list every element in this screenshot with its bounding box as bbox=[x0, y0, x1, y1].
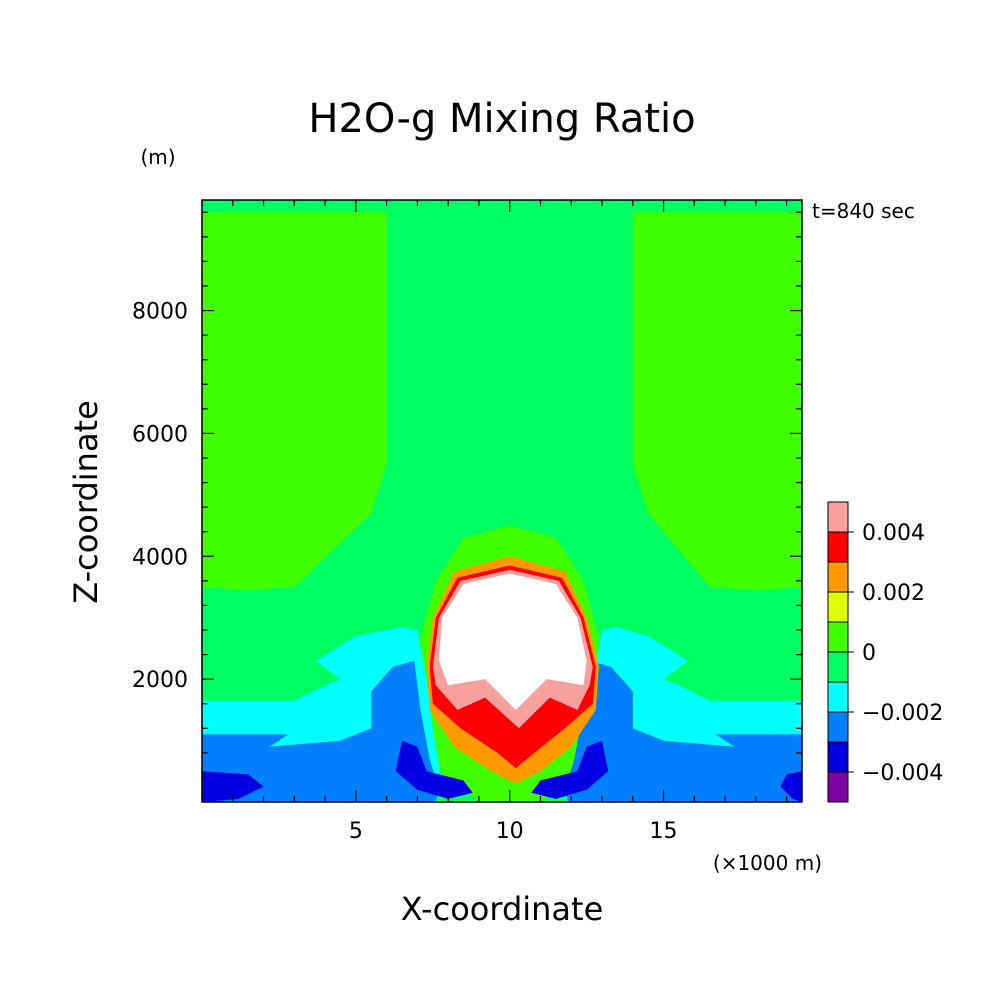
contour-region-plume-core-white bbox=[442, 575, 584, 698]
colorbar: −0.004 −0.002 0 0.002 0.004 bbox=[827, 501, 943, 803]
colorbar-swatch bbox=[827, 531, 849, 563]
contour-region-left-driest-patch bbox=[202, 771, 264, 802]
time-label: t=840 sec bbox=[812, 199, 915, 223]
contour-region-upper-right-moist bbox=[632, 212, 802, 591]
colorbar-tick-label: 0 bbox=[862, 641, 876, 666]
plot-frame bbox=[201, 199, 803, 803]
contour-plot bbox=[202, 200, 802, 802]
contour-region-right-driest-core bbox=[531, 740, 609, 799]
y-unit-label: (m) bbox=[140, 145, 175, 169]
colorbar-swatch bbox=[827, 501, 849, 533]
x-unit-label: (×1000 m) bbox=[713, 851, 822, 875]
colorbar-tick-label: 0.002 bbox=[862, 581, 925, 606]
colorbar-tick-label: 0.004 bbox=[862, 521, 925, 546]
x-tick-label: 10 bbox=[496, 819, 524, 844]
colorbar-swatch bbox=[827, 771, 849, 803]
colorbar-swatch bbox=[827, 651, 849, 683]
colorbar-tick-label: −0.002 bbox=[862, 701, 943, 726]
y-tick-label: 8000 bbox=[132, 300, 188, 325]
axes: 5 10 15 2000 4000 6000 8000 bbox=[132, 199, 803, 844]
contour-region-left-driest-core bbox=[395, 740, 473, 799]
x-axis-label: X-coordinate bbox=[401, 890, 604, 928]
colorbar-swatch bbox=[827, 561, 849, 593]
y-tick-label: 2000 bbox=[132, 668, 188, 693]
contour-region-left-drier-layer bbox=[202, 660, 439, 802]
contour-region-upper-left-moist bbox=[202, 212, 387, 591]
x-tick-label: 15 bbox=[650, 819, 678, 844]
chart-title: H2O-g Mixing Ratio bbox=[308, 96, 695, 142]
y-tick-label: 4000 bbox=[132, 545, 188, 570]
x-tick-label: 5 bbox=[349, 819, 363, 844]
colorbar-tick-label: −0.004 bbox=[862, 761, 943, 786]
colorbar-swatch bbox=[827, 711, 849, 743]
colorbar-swatch bbox=[827, 591, 849, 623]
contour-region-right-drier-layer bbox=[565, 660, 802, 802]
y-tick-label: 6000 bbox=[132, 422, 188, 447]
y-axis-label: Z-coordinate bbox=[67, 400, 105, 604]
contour-region-right-driest-patch bbox=[780, 771, 802, 802]
colorbar-swatch bbox=[827, 621, 849, 653]
colorbar-swatch bbox=[827, 741, 849, 773]
colorbar-swatch bbox=[827, 681, 849, 713]
